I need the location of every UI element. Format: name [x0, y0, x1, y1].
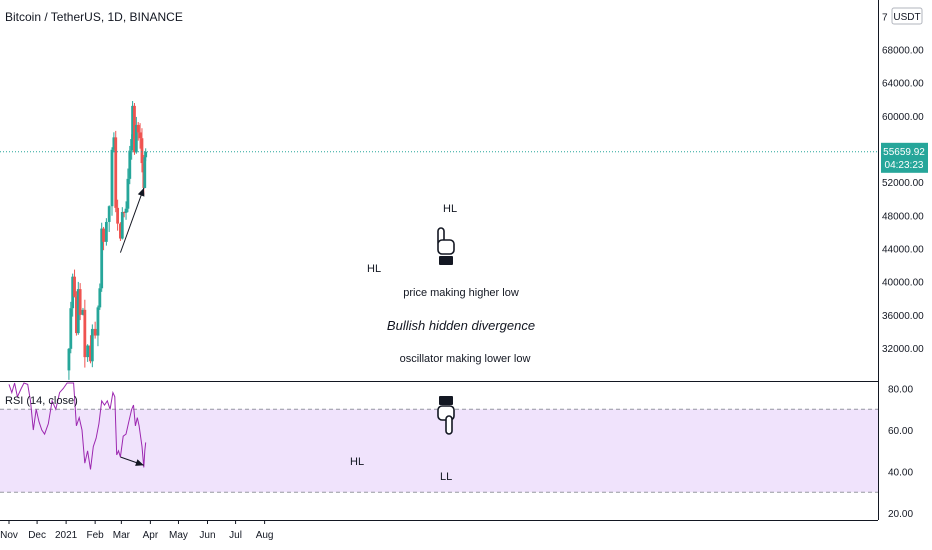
candle[interactable]	[131, 105, 134, 140]
candle[interactable]	[76, 289, 80, 334]
candle[interactable]	[81, 309, 85, 315]
hl-label-price-2: HL	[443, 203, 457, 215]
hl-label-price-1: HL	[367, 263, 381, 275]
time-axis-tick: 2021	[55, 530, 78, 541]
price-axis-tick: 32000.00	[882, 344, 924, 355]
candle[interactable]	[138, 132, 142, 139]
price-axis-tick: 48000.00	[882, 211, 924, 222]
currency-badge-box[interactable]	[891, 7, 923, 25]
candle[interactable]	[98, 288, 102, 308]
rsi-axis-tick: 60.00	[888, 426, 913, 437]
candle[interactable]	[112, 137, 116, 150]
price-axis-tick: 44000.00	[882, 244, 924, 255]
candle[interactable]	[104, 221, 108, 242]
candle[interactable]	[133, 105, 136, 153]
time-axis-tick: Dec	[28, 530, 46, 541]
rsi-axis[interactable]: 20.00 40.00 60.00 80.00	[888, 385, 913, 521]
candle[interactable]	[78, 289, 82, 315]
time-axis-tick: Mar	[113, 530, 131, 541]
chart-title[interactable]: Bitcoin / TetherUS, 1D, BINANCE	[5, 10, 183, 24]
hl-label-rsi: HL	[350, 456, 364, 468]
price-tag-value: 55659.92	[883, 147, 925, 158]
price-tag	[881, 142, 928, 173]
candles-group	[67, 101, 148, 380]
time-axis-tick: Apr	[143, 530, 159, 541]
price-axis[interactable]: 32000.00 36000.00 40000.00 44000.00 48000.00…	[882, 12, 924, 355]
candle[interactable]	[126, 178, 130, 209]
candle[interactable]	[83, 309, 87, 358]
price-axis-tick: 60000.00	[882, 112, 924, 123]
time-axis-tick: Jun	[199, 530, 215, 541]
candle[interactable]	[114, 137, 118, 208]
candle[interactable]	[96, 307, 100, 336]
rsi-group	[8, 382, 147, 470]
candle[interactable]	[140, 138, 144, 164]
candle[interactable]	[122, 212, 126, 214]
rsi-band	[0, 409, 878, 493]
rsi-axis-tick: 40.00	[888, 468, 913, 479]
candle[interactable]	[90, 328, 94, 362]
candle[interactable]	[143, 157, 147, 188]
candle[interactable]	[75, 296, 78, 334]
candle[interactable]	[86, 345, 90, 358]
time-axis-tick: Aug	[256, 530, 274, 541]
pointing-down-hand-icon	[437, 227, 455, 265]
time-axis-tick: Nov	[0, 530, 18, 541]
price-axis-tick: 68000.00	[882, 45, 924, 56]
divergence-title: Bullish hidden divergence	[387, 318, 535, 333]
price-axis-tick: 36000.00	[882, 311, 924, 322]
price-pane[interactable]	[0, 0, 878, 381]
time-axis[interactable]: Nov Dec 2021 Feb Mar Apr May Jun Jul Aug	[0, 520, 274, 541]
rsi-line[interactable]	[8, 382, 147, 470]
candle[interactable]	[107, 206, 111, 222]
time-axis-tick: May	[169, 530, 188, 541]
higher-low-trendline[interactable]	[119, 187, 145, 253]
candle[interactable]	[110, 149, 114, 207]
price-note: price making higher low	[403, 287, 519, 299]
pointing-up-hand-icon	[437, 396, 455, 435]
price-tag-countdown: 04:23:23	[885, 160, 924, 171]
candle[interactable]	[124, 208, 128, 213]
rsi-axis-tick: 80.00	[888, 385, 913, 396]
candle[interactable]	[130, 139, 134, 151]
time-axis-tick: Jul	[229, 530, 242, 541]
candle[interactable]	[89, 345, 92, 362]
candle[interactable]	[128, 150, 132, 179]
price-axis-tick: 64000.00	[882, 79, 924, 90]
candle[interactable]	[100, 228, 104, 289]
candle[interactable]	[93, 328, 97, 336]
candle[interactable]	[136, 124, 140, 133]
candle[interactable]	[134, 124, 138, 153]
candle[interactable]	[119, 223, 122, 239]
candle[interactable]	[73, 276, 76, 297]
candle[interactable]	[67, 348, 71, 371]
candle[interactable]	[116, 207, 120, 224]
candle[interactable]	[144, 151, 148, 158]
candle[interactable]	[120, 212, 124, 239]
rsi-trendline-arrowhead	[135, 459, 144, 466]
currency-badge[interactable]: USDT	[893, 12, 920, 23]
price-axis-tick: 52000.00	[882, 178, 924, 189]
time-axis-tick: Feb	[87, 530, 105, 541]
candle[interactable]	[102, 228, 105, 242]
price-axis-tick: 40000.00	[882, 278, 924, 289]
trendline-arrowhead	[137, 187, 145, 197]
oscillator-note: oscillator making lower low	[400, 353, 531, 365]
rsi-axis-tick: 20.00	[888, 509, 913, 520]
ll-label-rsi: LL	[440, 471, 452, 483]
indicator-label[interactable]: RSI (14, close)	[5, 395, 78, 407]
candle[interactable]	[69, 308, 73, 349]
price-axis-tick: 7	[882, 12, 888, 23]
candle[interactable]	[71, 276, 75, 309]
